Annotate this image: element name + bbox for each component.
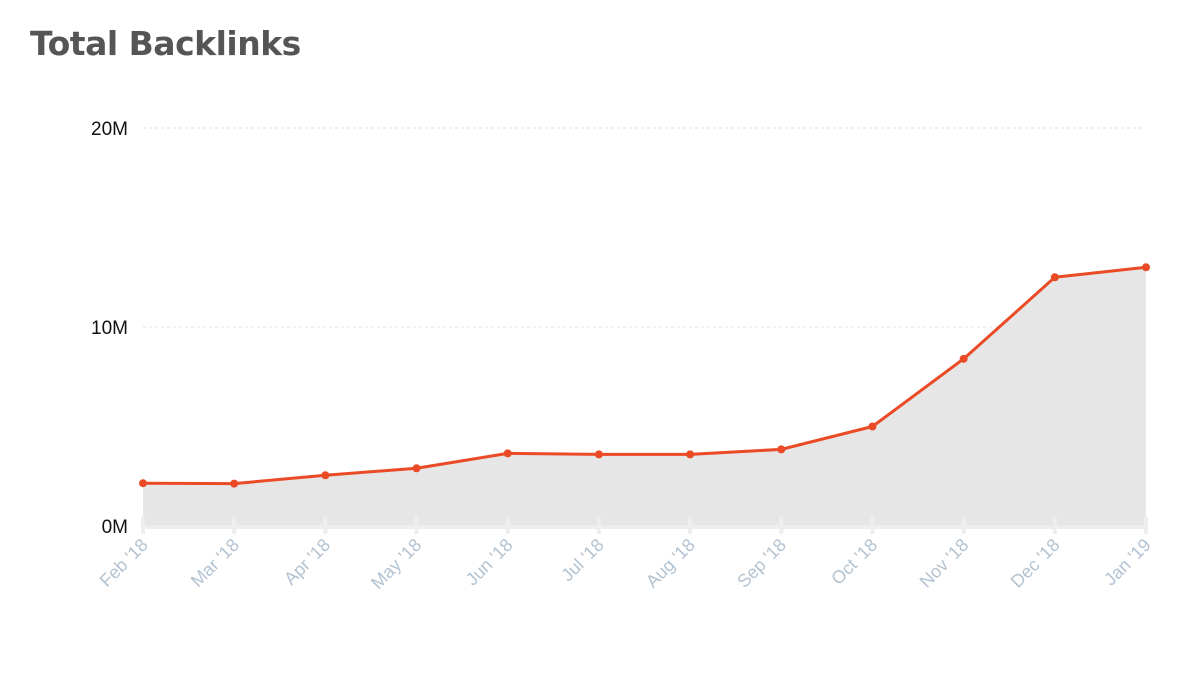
x-tick-label: Mar '18 xyxy=(187,535,243,591)
area-fill-layer xyxy=(143,267,1146,526)
data-point-3[interactable] xyxy=(412,464,421,473)
x-tick-label: May '18 xyxy=(367,535,425,593)
data-point-0[interactable] xyxy=(139,479,147,488)
y-axis: 0M 10M 20M xyxy=(91,119,128,538)
x-tick-label: Jan '19 xyxy=(1100,535,1155,590)
series-area xyxy=(143,267,1146,526)
x-tick-label: Aug '18 xyxy=(642,535,699,592)
x-tick-label: Oct '18 xyxy=(827,535,881,589)
data-point-9[interactable] xyxy=(959,354,968,363)
y-tick-label: 0M xyxy=(102,517,128,538)
grid-lines xyxy=(143,127,1146,328)
x-tick-label: Nov '18 xyxy=(916,535,973,592)
x-tick-label: Apr '18 xyxy=(280,535,334,589)
data-point-1[interactable] xyxy=(230,479,239,488)
x-tick-label: Sep '18 xyxy=(733,535,790,592)
data-point-10[interactable] xyxy=(1050,273,1059,282)
data-point-6[interactable] xyxy=(686,450,695,459)
data-point-7[interactable] xyxy=(777,445,786,454)
data-point-11[interactable] xyxy=(1142,263,1150,272)
x-tick-label: Dec '18 xyxy=(1007,535,1064,592)
data-point-5[interactable] xyxy=(594,450,603,459)
series-line xyxy=(141,265,1148,486)
series-line-layer xyxy=(141,265,1148,486)
data-point-4[interactable] xyxy=(503,449,512,458)
y-tick-label: 20M xyxy=(91,119,128,140)
data-point-2[interactable] xyxy=(321,471,330,480)
data-point-8[interactable] xyxy=(868,422,877,431)
y-tick-label: 10M xyxy=(91,318,128,339)
x-tick-label: Feb '18 xyxy=(96,535,152,591)
data-points-layer xyxy=(139,263,1150,488)
x-tick-label: Jul '18 xyxy=(557,535,608,586)
chart-title: Total Backlinks xyxy=(30,24,301,63)
x-axis: Feb '18 Mar '18 Apr '18 May '18 Jun '18 Jul '… xyxy=(96,517,1155,593)
x-tick-label: Jun '18 xyxy=(462,535,517,590)
